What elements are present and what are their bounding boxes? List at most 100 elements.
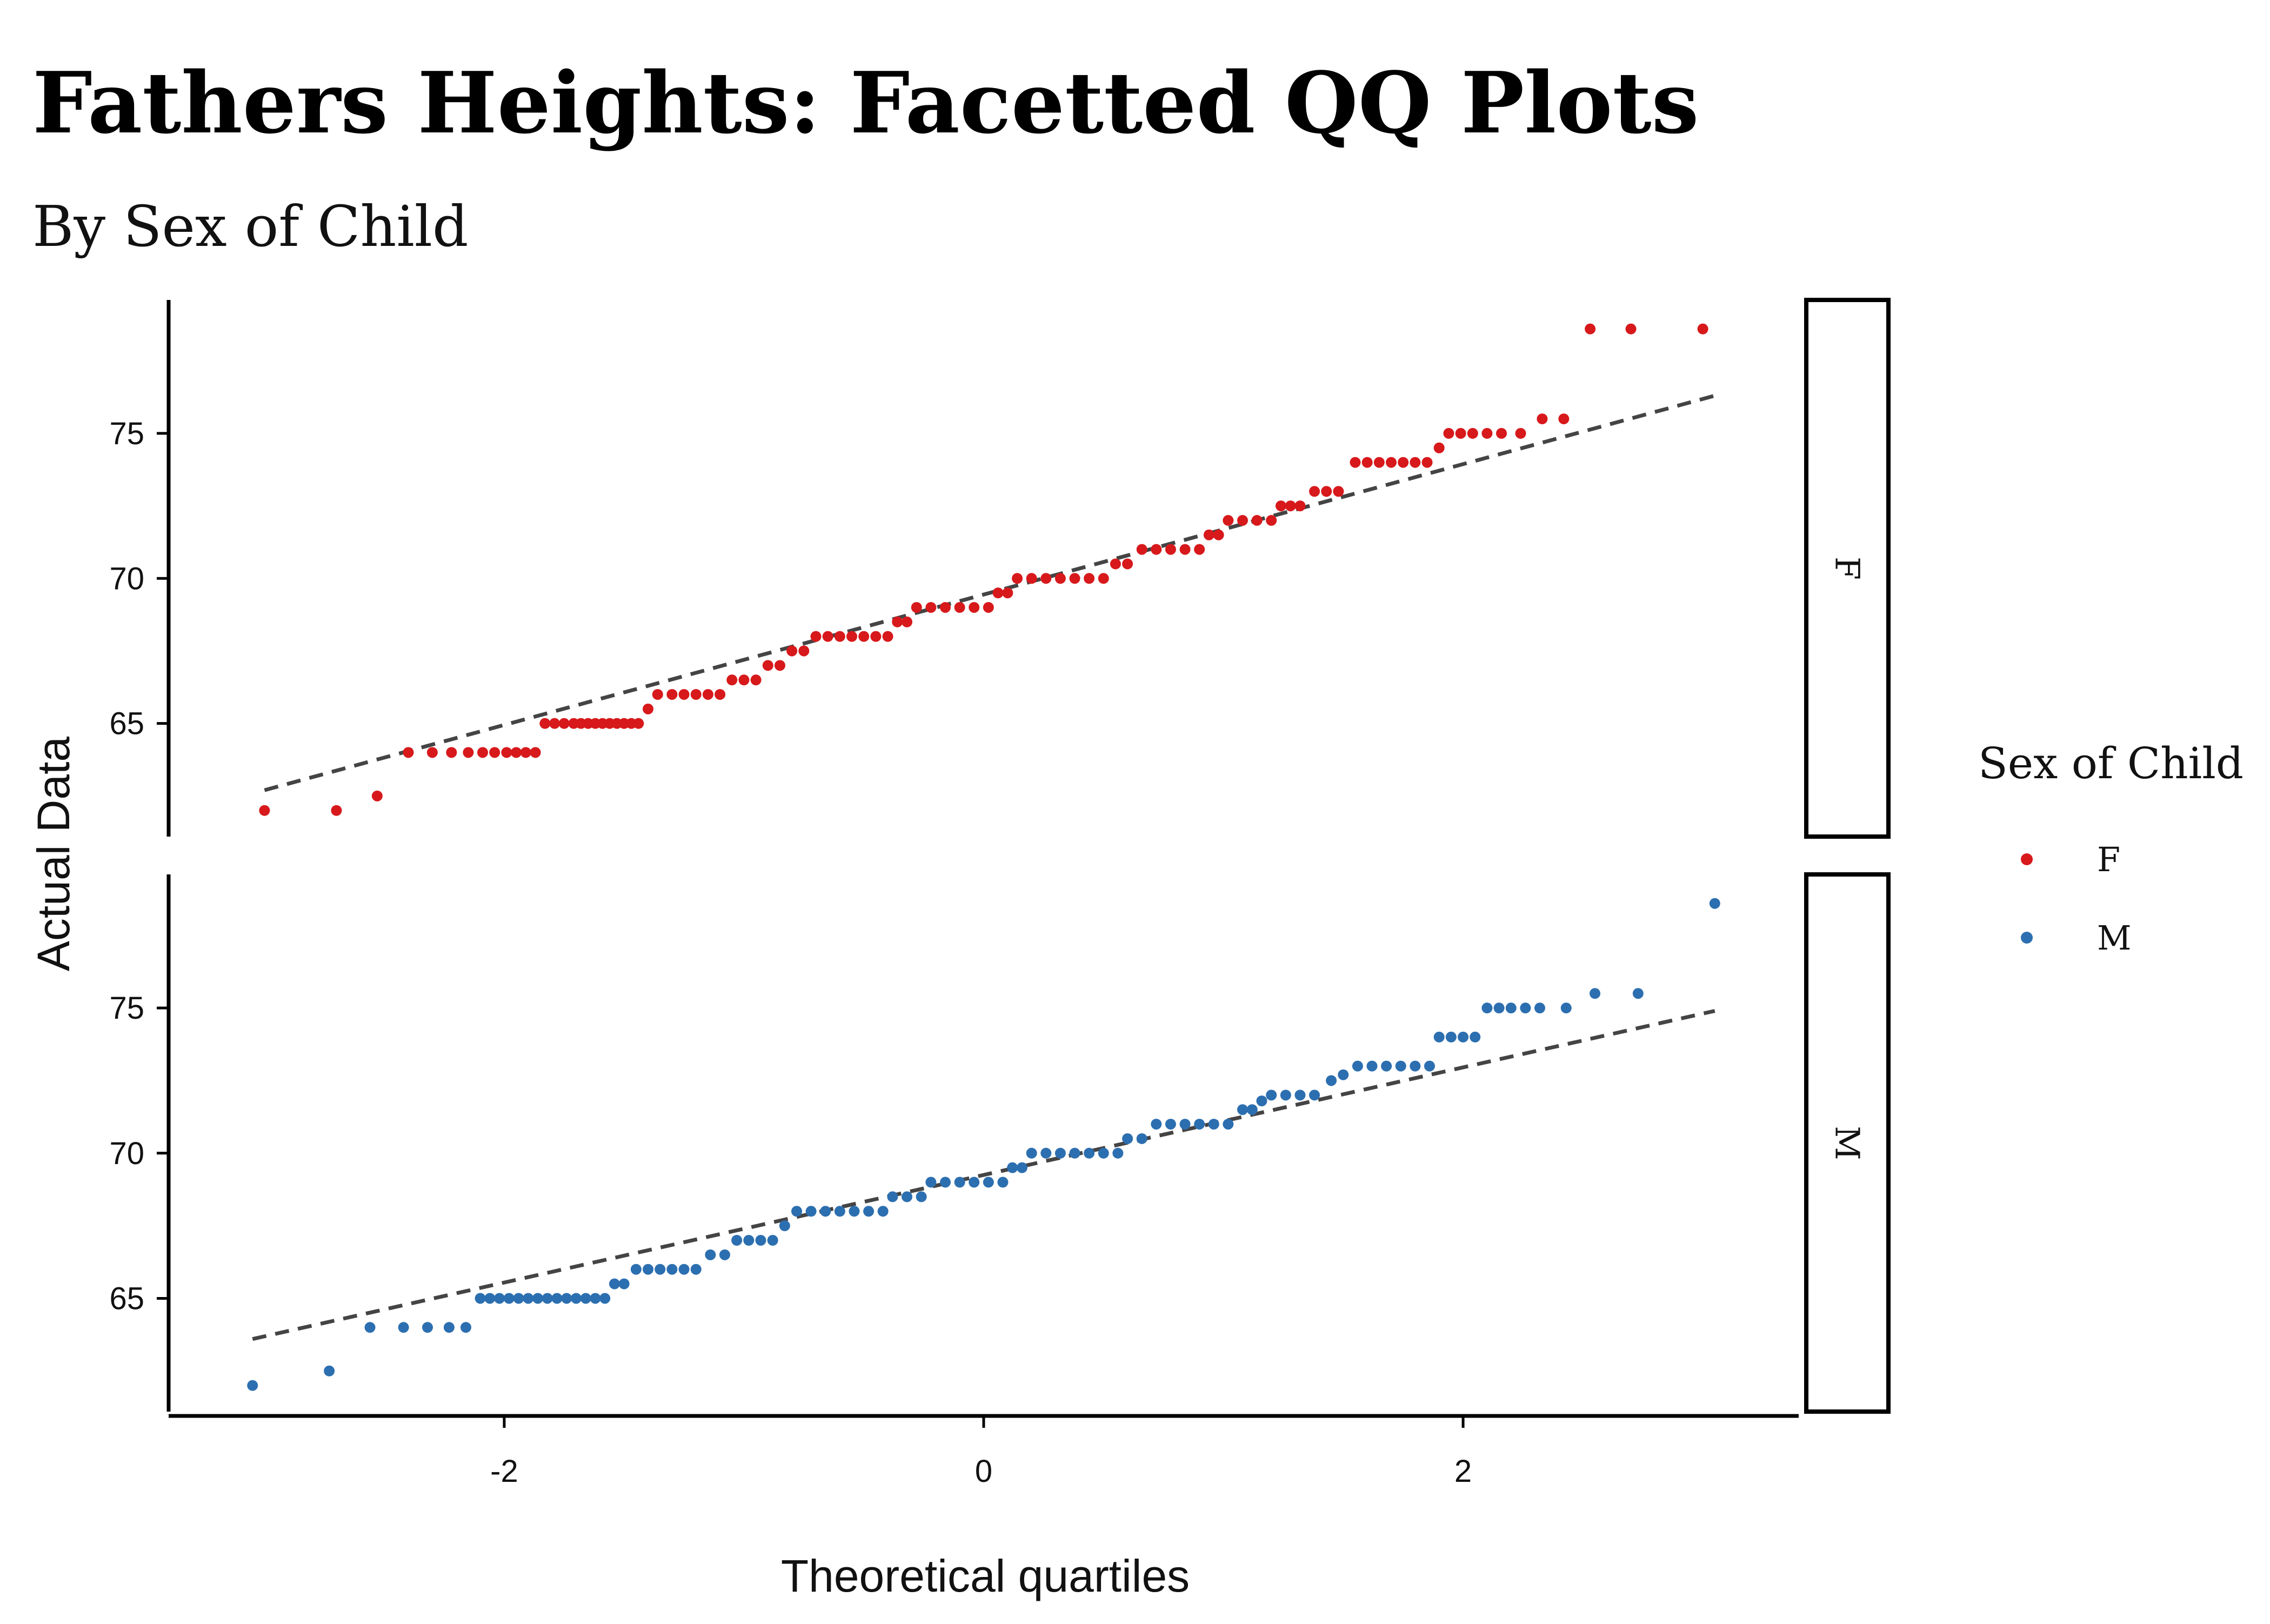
point-M-32 — [743, 1234, 755, 1246]
point-M-40 — [849, 1206, 860, 1217]
point-M-11 — [513, 1293, 524, 1304]
legend-label-M: M — [2097, 918, 2131, 958]
point-M-62 — [1136, 1133, 1147, 1144]
point-M-79 — [1366, 1060, 1378, 1072]
point-F-27 — [652, 689, 663, 700]
point-F-13 — [539, 718, 551, 729]
point-M-12 — [523, 1293, 534, 1304]
point-M-89 — [1493, 1003, 1505, 1014]
point-M-7 — [475, 1293, 486, 1304]
point-F-34 — [738, 674, 750, 686]
point-M-18 — [580, 1293, 591, 1304]
point-M-36 — [791, 1206, 803, 1217]
point-M-55 — [1040, 1147, 1052, 1159]
point-F-92 — [1455, 427, 1466, 439]
point-M-74 — [1294, 1090, 1306, 1101]
point-M-6 — [460, 1322, 471, 1333]
point-M-81 — [1395, 1060, 1406, 1072]
point-M-24 — [643, 1264, 654, 1275]
point-M-16 — [561, 1293, 572, 1304]
point-F-31 — [702, 689, 713, 700]
point-F-29 — [678, 689, 690, 700]
point-F-76 — [1266, 514, 1277, 526]
point-M-42 — [877, 1206, 889, 1217]
point-F-61 — [1069, 573, 1080, 584]
point-F-44 — [858, 631, 870, 642]
point-F-95 — [1496, 427, 1507, 439]
reference-line-F — [264, 393, 1715, 792]
chart-marks: 65 70 75 F 65 70 75 M -2 0 2 — [109, 298, 1891, 1489]
point-F-82 — [1333, 486, 1344, 497]
point-M-19 — [590, 1293, 601, 1304]
y-tick-label-M-65: 65 — [109, 1281, 144, 1316]
point-F-79 — [1294, 500, 1306, 512]
point-F-80 — [1309, 486, 1320, 497]
point-M-66 — [1194, 1119, 1205, 1130]
point-M-26 — [666, 1264, 678, 1275]
point-M-46 — [925, 1177, 937, 1188]
point-M-35 — [779, 1220, 790, 1232]
point-M-91 — [1520, 1003, 1531, 1014]
point-M-9 — [494, 1293, 505, 1304]
point-M-90 — [1505, 1003, 1517, 1014]
point-F-66 — [1136, 544, 1147, 555]
point-F-8 — [489, 747, 500, 758]
point-F-37 — [775, 660, 785, 671]
point-F-3 — [403, 747, 414, 758]
legend-swatch-F — [2021, 853, 2033, 865]
point-M-23 — [630, 1264, 642, 1275]
point-M-34 — [767, 1234, 778, 1246]
point-M-2 — [364, 1322, 376, 1333]
point-M-56 — [1054, 1147, 1066, 1159]
point-F-89 — [1421, 457, 1433, 468]
point-F-74 — [1237, 514, 1248, 526]
point-F-63 — [1098, 573, 1109, 584]
point-F-1 — [331, 805, 342, 816]
point-F-81 — [1321, 486, 1332, 497]
point-M-41 — [863, 1206, 874, 1217]
point-M-3 — [398, 1322, 409, 1333]
point-M-93 — [1560, 1003, 1572, 1014]
point-F-62 — [1084, 573, 1095, 584]
point-M-69 — [1237, 1104, 1248, 1115]
point-M-13 — [532, 1293, 544, 1304]
point-F-85 — [1373, 457, 1385, 468]
point-F-32 — [715, 689, 726, 700]
point-F-36 — [762, 660, 773, 671]
point-M-78 — [1352, 1060, 1363, 1072]
point-F-54 — [983, 602, 994, 613]
point-M-28 — [690, 1264, 702, 1275]
point-F-51 — [940, 602, 951, 613]
point-F-56 — [1002, 587, 1013, 599]
point-F-47 — [892, 616, 903, 627]
point-M-10 — [503, 1293, 515, 1304]
point-M-59 — [1098, 1147, 1109, 1159]
point-M-51 — [997, 1177, 1009, 1188]
point-M-44 — [902, 1191, 913, 1202]
point-M-64 — [1165, 1119, 1176, 1130]
point-M-94 — [1590, 988, 1600, 999]
y-tick-label-M-75: 75 — [109, 991, 144, 1026]
point-F-11 — [520, 747, 531, 758]
x-tick-label-0: 0 — [975, 1454, 992, 1489]
point-F-25 — [633, 718, 644, 729]
point-F-33 — [726, 674, 738, 686]
point-M-33 — [755, 1234, 766, 1246]
reference-line-M — [252, 1009, 1715, 1341]
point-F-55 — [992, 587, 1004, 599]
point-F-50 — [925, 602, 937, 613]
point-F-40 — [810, 631, 822, 642]
point-M-72 — [1266, 1090, 1277, 1101]
point-F-49 — [911, 602, 922, 613]
point-M-87 — [1470, 1031, 1481, 1042]
point-M-53 — [1016, 1162, 1027, 1173]
point-F-70 — [1194, 544, 1205, 555]
chart-subtitle: By Sex of Child — [32, 193, 469, 259]
point-M-76 — [1326, 1075, 1337, 1086]
point-F-57 — [1012, 573, 1023, 584]
point-F-45 — [870, 631, 882, 642]
point-M-61 — [1122, 1133, 1133, 1144]
point-M-17 — [571, 1293, 582, 1304]
point-F-28 — [666, 689, 678, 700]
